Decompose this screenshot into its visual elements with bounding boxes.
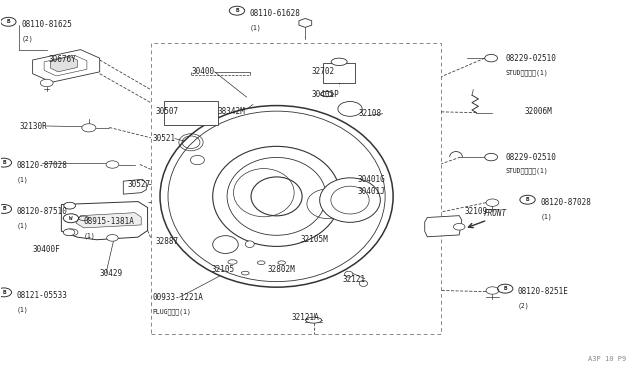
- Ellipse shape: [212, 146, 340, 246]
- Ellipse shape: [338, 102, 362, 116]
- Ellipse shape: [321, 92, 332, 97]
- Text: 08120-87028: 08120-87028: [540, 198, 591, 207]
- Text: 08110-81625: 08110-81625: [21, 20, 72, 29]
- Ellipse shape: [320, 178, 380, 222]
- Text: W: W: [69, 216, 73, 221]
- Text: 08120-8251E: 08120-8251E: [518, 287, 569, 296]
- Text: 30429: 30429: [100, 269, 123, 278]
- Text: B: B: [2, 290, 6, 295]
- Text: 30676Y: 30676Y: [49, 55, 76, 64]
- Text: STUDスタッド(1): STUDスタッド(1): [505, 69, 548, 76]
- Polygon shape: [76, 213, 141, 228]
- FancyBboxPatch shape: [164, 101, 218, 125]
- Polygon shape: [51, 56, 77, 72]
- Circle shape: [454, 224, 465, 230]
- Text: (1): (1): [17, 306, 28, 312]
- Text: 30400F: 30400F: [33, 244, 60, 253]
- Circle shape: [63, 229, 75, 235]
- Text: B: B: [504, 286, 507, 291]
- Ellipse shape: [306, 317, 321, 323]
- Text: (2): (2): [21, 36, 33, 42]
- Ellipse shape: [359, 280, 367, 286]
- Text: 08229-02510: 08229-02510: [505, 54, 556, 62]
- Text: (1): (1): [84, 232, 95, 238]
- Text: 32702: 32702: [312, 67, 335, 76]
- Text: 32109: 32109: [465, 208, 488, 217]
- Text: B: B: [2, 206, 6, 211]
- Text: 08110-61628: 08110-61628: [250, 9, 301, 18]
- Circle shape: [82, 124, 96, 132]
- Circle shape: [484, 153, 497, 161]
- Ellipse shape: [160, 106, 393, 287]
- Text: 32121: 32121: [342, 275, 365, 284]
- Text: (1): (1): [17, 176, 28, 183]
- Text: 30521: 30521: [153, 134, 176, 143]
- Text: 30401G: 30401G: [357, 175, 385, 184]
- Circle shape: [486, 287, 499, 294]
- Ellipse shape: [228, 260, 237, 264]
- Text: 30400: 30400: [191, 67, 214, 76]
- Text: (2): (2): [518, 302, 529, 309]
- Text: 30527: 30527: [127, 180, 150, 189]
- Circle shape: [40, 79, 53, 87]
- Text: 08121-05533: 08121-05533: [17, 291, 68, 300]
- Polygon shape: [61, 202, 148, 240]
- Text: 32121A: 32121A: [291, 313, 319, 322]
- Text: FRONT: FRONT: [484, 208, 508, 218]
- Text: 32105: 32105: [211, 265, 235, 274]
- Ellipse shape: [227, 241, 236, 247]
- FancyBboxPatch shape: [323, 63, 355, 83]
- Text: 32006M: 32006M: [524, 108, 552, 116]
- Text: B: B: [526, 197, 529, 202]
- Text: (1): (1): [540, 214, 552, 220]
- Polygon shape: [299, 19, 312, 28]
- Text: 08229-02510: 08229-02510: [505, 153, 556, 161]
- Text: STUDスタッド(1): STUDスタッド(1): [505, 168, 548, 174]
- Circle shape: [106, 161, 119, 168]
- Ellipse shape: [322, 92, 333, 97]
- Text: PLUGプラグ(1): PLUGプラグ(1): [153, 309, 191, 315]
- FancyBboxPatch shape: [151, 43, 442, 334]
- Ellipse shape: [212, 235, 238, 253]
- Ellipse shape: [245, 241, 254, 247]
- Text: 32105M: 32105M: [301, 235, 328, 244]
- Circle shape: [107, 235, 118, 241]
- Circle shape: [486, 199, 499, 206]
- Text: (1): (1): [17, 223, 28, 229]
- Text: 08120-87510: 08120-87510: [17, 208, 68, 217]
- Ellipse shape: [331, 186, 369, 214]
- Text: 30401P: 30401P: [312, 90, 339, 99]
- Text: 08915-1381A: 08915-1381A: [84, 217, 134, 226]
- Text: B: B: [2, 160, 6, 165]
- Text: 30507: 30507: [156, 108, 179, 116]
- Text: 32802M: 32802M: [268, 265, 296, 274]
- Ellipse shape: [331, 58, 347, 65]
- Text: (1): (1): [250, 25, 261, 31]
- Ellipse shape: [257, 261, 265, 264]
- Ellipse shape: [344, 271, 353, 277]
- Text: 32108: 32108: [358, 109, 381, 118]
- Polygon shape: [124, 179, 147, 194]
- Circle shape: [484, 54, 497, 62]
- Text: 08120-87028: 08120-87028: [17, 161, 68, 170]
- Ellipse shape: [241, 271, 249, 275]
- Circle shape: [67, 229, 78, 235]
- Text: 38342M: 38342M: [218, 108, 246, 116]
- Text: 32887: 32887: [156, 237, 179, 246]
- Polygon shape: [425, 216, 462, 237]
- Text: 32130R: 32130R: [20, 122, 47, 131]
- Text: 30401J: 30401J: [357, 187, 385, 196]
- Text: 00933-1221A: 00933-1221A: [153, 294, 204, 302]
- Text: B: B: [236, 8, 239, 13]
- Circle shape: [64, 202, 76, 209]
- Polygon shape: [33, 49, 100, 82]
- Circle shape: [64, 229, 76, 235]
- Text: B: B: [6, 19, 10, 24]
- Text: A3P 10 P9: A3P 10 P9: [588, 356, 627, 362]
- Ellipse shape: [251, 177, 302, 216]
- Ellipse shape: [227, 157, 326, 235]
- Circle shape: [64, 202, 76, 209]
- Ellipse shape: [278, 261, 285, 264]
